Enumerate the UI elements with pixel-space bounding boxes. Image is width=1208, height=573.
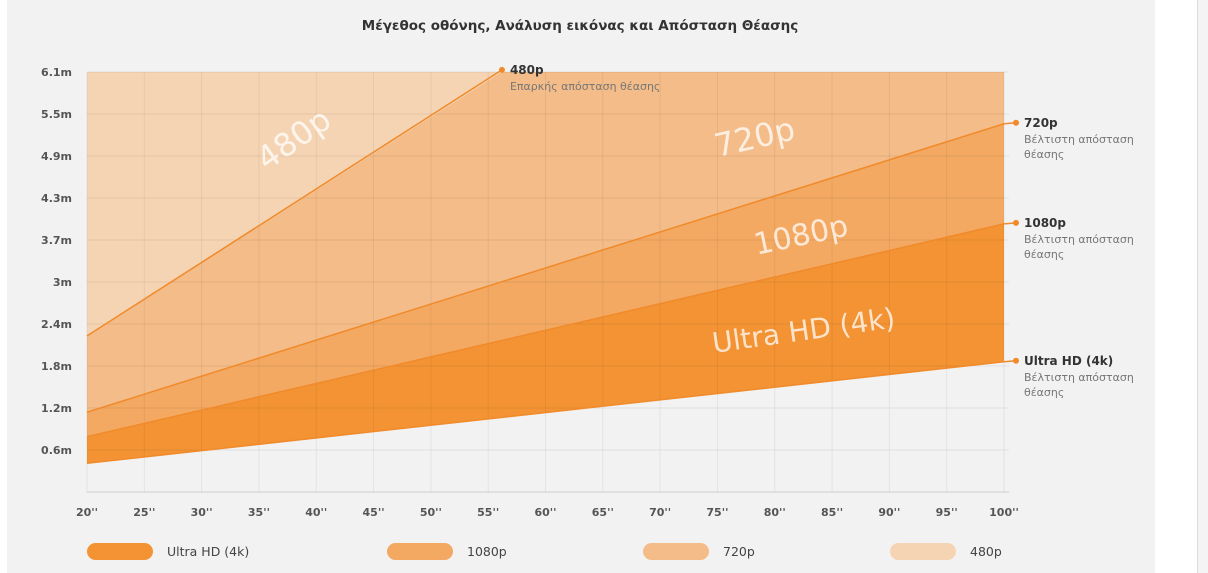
legend-label: Ultra HD (4k) <box>167 544 249 559</box>
series-end-sublabel: θέασης <box>1024 248 1064 261</box>
series-end-label: 480p <box>510 63 544 77</box>
x-tick-label: 30'' <box>191 506 213 519</box>
series-end-marker <box>1013 357 1019 364</box>
x-tick-label: 60'' <box>534 506 556 519</box>
y-tick-label: 6.1m <box>41 66 72 79</box>
x-tick-label: 45'' <box>363 506 385 519</box>
x-tick-label: 75'' <box>706 506 728 519</box>
chart-title: Μέγεθος οθόνης, Ανάλυση εικόνας και Απόσ… <box>362 18 798 34</box>
y-tick-label: 2.4m <box>41 318 72 331</box>
x-tick-label: 25'' <box>133 506 155 519</box>
series-end-marker <box>1013 119 1019 126</box>
y-tick-label: 1.8m <box>41 360 72 373</box>
x-tick-label: 90'' <box>878 506 900 519</box>
y-tick-label: 1.2m <box>41 402 72 415</box>
x-tick-label: 95'' <box>936 506 958 519</box>
y-tick-label: 5.5m <box>41 108 72 121</box>
y-tick-label: 4.3m <box>41 192 72 205</box>
series-line <box>86 122 1017 413</box>
y-tick-label: 3.7m <box>41 234 72 247</box>
x-tick-label: 70'' <box>649 506 671 519</box>
x-tick-label: 35'' <box>248 506 270 519</box>
series-end-sublabel: Βέλτιστη απόσταση <box>1024 371 1134 384</box>
series-end-label: 1080p <box>1024 216 1066 230</box>
area-1080p-band <box>87 223 1004 464</box>
legend-swatch <box>643 543 709 560</box>
series-line <box>86 222 1017 438</box>
y-tick-label: 3m <box>53 276 72 289</box>
y-tick-label: 4.9m <box>41 150 72 163</box>
x-tick-label: 65'' <box>592 506 614 519</box>
series-end-label: 720p <box>1024 116 1058 130</box>
legend-swatch <box>387 543 453 560</box>
legend-label: 720p <box>723 544 755 559</box>
series-end-sublabel: Βέλτιστη απόσταση <box>1024 233 1134 246</box>
series-end-sublabel: Επαρκής απόσταση θέασης <box>510 80 660 93</box>
y-tick-label: 0.6m <box>41 444 72 457</box>
legend-label: 1080p <box>467 544 507 559</box>
series-end-sublabel: θέασης <box>1024 148 1064 161</box>
x-tick-label: 100'' <box>989 506 1019 519</box>
legend-swatch <box>890 543 956 560</box>
x-tick-label: 20'' <box>76 506 98 519</box>
legend-label: 480p <box>970 544 1002 559</box>
x-tick-label: 40'' <box>305 506 327 519</box>
series-line <box>86 360 1017 465</box>
x-tick-label: 85'' <box>821 506 843 519</box>
series-end-label: Ultra HD (4k) <box>1024 354 1113 368</box>
x-tick-label: 80'' <box>764 506 786 519</box>
series-end-marker <box>498 66 505 73</box>
series-end-sublabel: Βέλτιστη απόσταση <box>1024 133 1134 146</box>
series-end-sublabel: θέασης <box>1024 386 1064 399</box>
series-end-marker <box>1013 219 1019 226</box>
series-line <box>86 69 503 337</box>
scrollbar[interactable] <box>1197 0 1208 573</box>
x-tick-label: 50'' <box>420 506 442 519</box>
legend-swatch <box>87 543 153 560</box>
x-tick-label: 55'' <box>477 506 499 519</box>
